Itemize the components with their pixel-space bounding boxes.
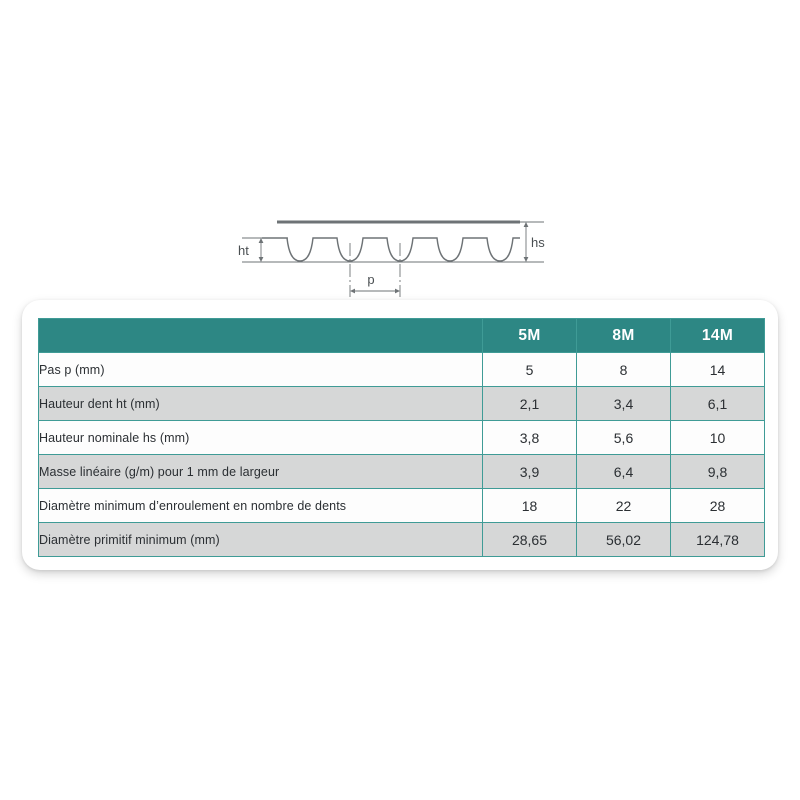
table-header-row: 5M 8M 14M [38, 318, 765, 353]
row-value-14m: 10 [670, 420, 765, 455]
table-row: Hauteur nominale hs (mm) 3,8 5,6 10 [38, 420, 765, 455]
belt-profile-diagram: ht hs p [238, 220, 545, 297]
header-cell-8m: 8M [576, 318, 671, 353]
table-row: Diamètre minimum d’enroulement en nombre… [38, 488, 765, 523]
header-cell-blank [38, 318, 483, 353]
row-value-5m: 28,65 [482, 522, 577, 557]
ht-label: ht [238, 243, 249, 258]
ht-arrowhead-down [258, 257, 264, 262]
row-value-5m: 18 [482, 488, 577, 523]
row-value-8m: 8 [576, 352, 671, 387]
row-value-8m: 3,4 [576, 386, 671, 421]
row-value-14m: 14 [670, 352, 765, 387]
row-value-14m: 6,1 [670, 386, 765, 421]
row-label: Diamètre primitif minimum (mm) [38, 522, 483, 557]
hs-label: hs [531, 235, 545, 250]
row-label: Pas p (mm) [38, 352, 483, 387]
hs-arrowhead-up [523, 222, 529, 227]
ht-arrowhead-up [258, 238, 264, 243]
header-cell-14m: 14M [670, 318, 765, 353]
row-value-5m: 3,8 [482, 420, 577, 455]
pitch-arrowhead-right [395, 288, 400, 294]
row-value-5m: 5 [482, 352, 577, 387]
tooth-profile-path [262, 237, 520, 262]
row-value-14m: 28 [670, 488, 765, 523]
row-value-8m: 56,02 [576, 522, 671, 557]
row-label: Diamètre minimum d’enroulement en nombre… [38, 488, 483, 523]
row-value-8m: 5,6 [576, 420, 671, 455]
pitch-label: p [367, 272, 374, 287]
hs-arrowhead-down [523, 257, 529, 262]
row-value-14m: 124,78 [670, 522, 765, 557]
row-label: Hauteur dent ht (mm) [38, 386, 483, 421]
row-value-5m: 2,1 [482, 386, 577, 421]
row-value-8m: 6,4 [576, 454, 671, 489]
table-row: Masse linéaire (g/m) pour 1 mm de largeu… [38, 454, 765, 489]
header-cell-5m: 5M [482, 318, 577, 353]
row-value-14m: 9,8 [670, 454, 765, 489]
table-row: Pas p (mm) 5 8 14 [38, 352, 765, 387]
table-row: Hauteur dent ht (mm) 2,1 3,4 6,1 [38, 386, 765, 421]
row-value-5m: 3,9 [482, 454, 577, 489]
pitch-arrowhead-left [350, 288, 355, 294]
row-label: Masse linéaire (g/m) pour 1 mm de largeu… [38, 454, 483, 489]
row-label: Hauteur nominale hs (mm) [38, 420, 483, 455]
table-row: Diamètre primitif minimum (mm) 28,65 56,… [38, 522, 765, 557]
belt-specification-table: 5M 8M 14M Pas p (mm) 5 8 14 Hauteur dent… [38, 318, 765, 557]
row-value-8m: 22 [576, 488, 671, 523]
